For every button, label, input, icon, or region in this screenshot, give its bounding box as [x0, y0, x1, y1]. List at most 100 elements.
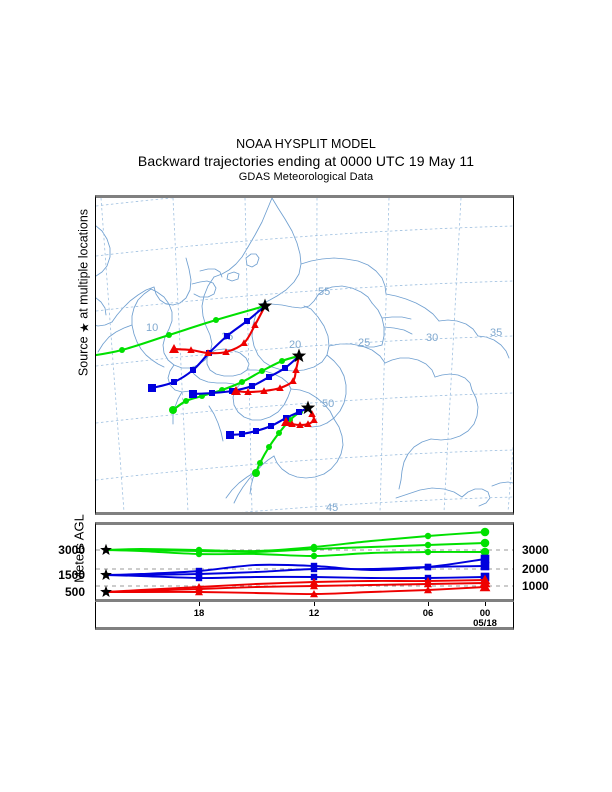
square-marker [480, 561, 490, 571]
graticule-layer [96, 198, 513, 512]
map-boundary-path [172, 257, 192, 306]
square-marker [296, 409, 302, 415]
square-marker [195, 570, 203, 578]
height-source-stars [100, 543, 112, 598]
circle-marker [252, 469, 260, 477]
map-boundary-path [96, 321, 113, 327]
map-boundary-path [232, 378, 292, 421]
height-canvas [96, 527, 513, 598]
triangle-marker [169, 344, 179, 353]
source-star-icon [300, 400, 316, 415]
height-level-label-right: 2000 [522, 562, 549, 576]
triangle-marker [195, 588, 203, 596]
trajectory-map-panel[interactable]: 101520253035555045 [95, 195, 514, 515]
circle-marker [424, 532, 432, 540]
met-data-title: GDAS Meteorological Data [238, 170, 374, 183]
map-boundary-path [260, 198, 302, 305]
square-marker [480, 554, 490, 564]
square-marker [249, 383, 255, 389]
circle-marker [119, 347, 125, 353]
time-tick-mark [199, 602, 200, 606]
map-boundary-path [189, 367, 235, 385]
height-source-star-icon [100, 568, 112, 581]
graticule-label: 30 [426, 332, 438, 344]
title-block: NOAA HYSPLIT MODEL Backward trajectories… [0, 138, 612, 183]
map-boundary-path [371, 302, 385, 346]
map-boundary-path [245, 253, 260, 268]
map-boundary-path [430, 389, 479, 441]
map-boundary-path [97, 324, 133, 353]
triangle-marker [310, 416, 318, 423]
source-star-icon [291, 348, 307, 363]
map-boundary-path [273, 455, 325, 479]
map-boundary-path [385, 293, 440, 322]
circle-marker [259, 368, 265, 374]
square-marker [226, 431, 234, 439]
graticule-label: 25 [358, 337, 370, 349]
graticule-labels: 101520253035555045 [146, 286, 502, 512]
map-boundary-path [461, 488, 491, 507]
map-boundary-path [213, 198, 273, 278]
map-boundary-path [434, 373, 473, 391]
square-marker [171, 379, 177, 385]
time-tick-label: 06 [422, 608, 434, 619]
triangle-marker [187, 346, 195, 353]
map-boundary-path [153, 286, 174, 306]
map-source-stars [257, 298, 316, 415]
source-label-suffix: at multiple locations [76, 208, 91, 319]
time-axis-date-label: 05/18 [473, 618, 497, 629]
time-tick-mark [314, 602, 315, 606]
height-line-h-blue-c [105, 574, 486, 580]
source-label-prefix: Source [76, 336, 91, 377]
time-tick-mark [428, 602, 429, 606]
circle-marker [310, 552, 318, 560]
height-level-label-right: 3000 [522, 543, 549, 557]
run-description: Backward trajectories ending at 0000 UTC… [137, 152, 475, 169]
height-line-h-green-a [105, 531, 486, 553]
parallel-line [96, 449, 513, 481]
triangle-marker [310, 582, 318, 590]
circle-marker [480, 527, 490, 537]
triangle-marker [204, 349, 212, 356]
time-tick-label: 12 [308, 608, 320, 619]
triangle-marker [424, 580, 432, 588]
circle-marker [310, 545, 318, 553]
map-canvas: 101520253035555045 [96, 198, 513, 512]
map-boundary-path [477, 335, 510, 359]
map-boundary-path [438, 319, 479, 337]
triangle-marker [296, 421, 304, 428]
triangle-marker [310, 578, 318, 586]
time-tick-label: 18 [193, 608, 205, 619]
height-line-h-red-b [105, 582, 486, 593]
map-boundary-path [398, 438, 432, 490]
meridian-line [379, 198, 390, 512]
square-marker [424, 563, 432, 571]
map-boundary-path [328, 343, 386, 364]
meridian-line [244, 198, 253, 512]
circle-marker [213, 317, 219, 323]
map-boundary-path [225, 471, 256, 499]
parallel-line [96, 225, 513, 257]
height-profile-panel[interactable] [95, 522, 514, 602]
triangle-marker [281, 417, 291, 426]
map-boundary-path [189, 276, 215, 369]
triangle-marker [289, 377, 297, 384]
circle-marker [480, 538, 490, 548]
map-boundary-path [323, 418, 344, 475]
circle-marker [169, 406, 177, 414]
map-boundary-path [395, 487, 463, 499]
parallel-line [96, 198, 175, 207]
circle-marker [183, 398, 189, 404]
height-trajectory-layer [105, 527, 491, 598]
map-boundary-path [96, 225, 111, 277]
time-tick-mark [485, 602, 486, 606]
triangle-marker [251, 321, 259, 328]
graticule-label: 35 [490, 327, 502, 339]
source-star-icon [257, 298, 273, 313]
map-boundary-path [381, 316, 412, 320]
height-line-h-red-c [105, 586, 486, 595]
circle-marker [276, 430, 282, 436]
triangle-marker [244, 388, 252, 395]
triangle-marker [304, 420, 312, 427]
square-marker [189, 390, 197, 398]
